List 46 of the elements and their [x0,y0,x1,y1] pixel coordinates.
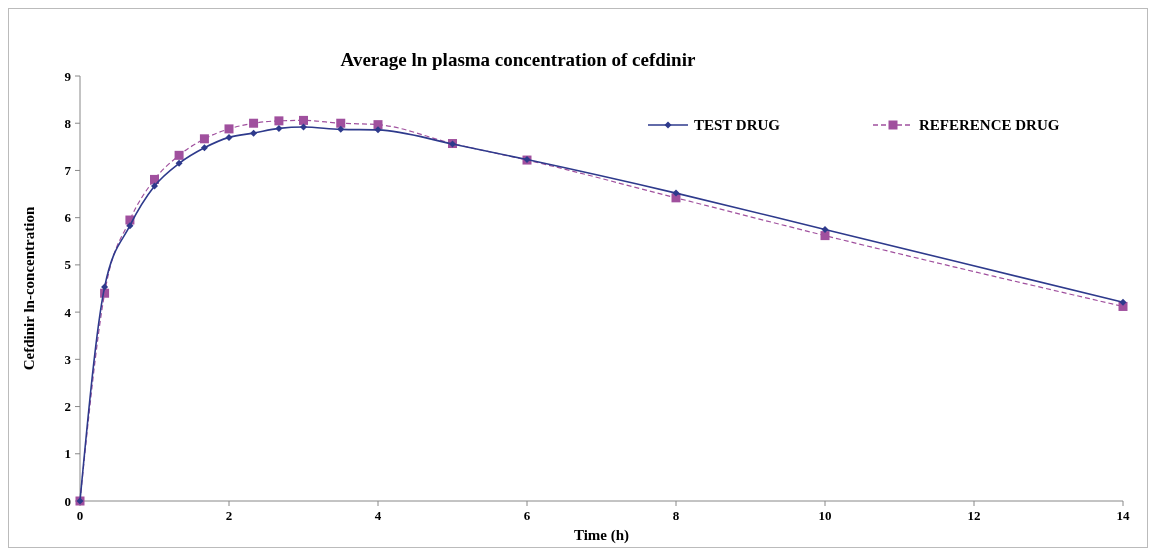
y-tick-label: 9 [64,68,72,84]
point [101,283,109,291]
y-tick-label: 2 [64,399,71,415]
point [299,115,308,125]
point [224,124,234,134]
point [200,144,208,152]
y-tick-label: 6 [64,210,72,226]
x-tick-label: 12 [967,508,981,523]
point [374,126,382,134]
point [300,123,307,131]
x-tick-label: 8 [672,508,680,523]
point [151,182,158,190]
x-tick-label: 6 [523,508,531,523]
y-tick-label: 4 [64,304,72,320]
y-tick-label: 3 [64,351,72,367]
chart-title: Average ln plasma concentration of cefdinir [340,49,696,70]
x-axis-title: Time (h) [573,527,630,544]
y-tick-label: 8 [64,115,72,131]
y-tick-label: 1 [64,446,71,462]
y-axis-title: Cefdinir ln-concentration [21,206,37,371]
y-tick-label: 7 [64,162,72,178]
point [249,118,259,128]
point [820,231,830,241]
x-tick-label: 2 [225,508,233,523]
point [250,129,258,137]
point [336,118,346,128]
point [274,116,284,126]
point [1119,298,1127,306]
y-tick-label: 5 [64,257,72,273]
point [175,159,183,167]
point [337,125,345,133]
x-tick-label: 14 [1116,508,1130,523]
point [174,150,184,160]
x-tick-label: 4 [374,508,382,523]
point [672,189,680,197]
y-tick-label: 0 [64,493,71,509]
point [199,134,209,144]
legend-label: REFERENCE DRUG [919,117,1060,134]
legend-label: TEST DRUG [694,117,781,134]
point [821,225,829,233]
point [373,120,383,130]
point [225,133,233,141]
x-tick-label: 0 [76,508,84,523]
point [126,222,134,230]
x-tick-label: 10 [818,508,832,523]
point [275,124,283,132]
